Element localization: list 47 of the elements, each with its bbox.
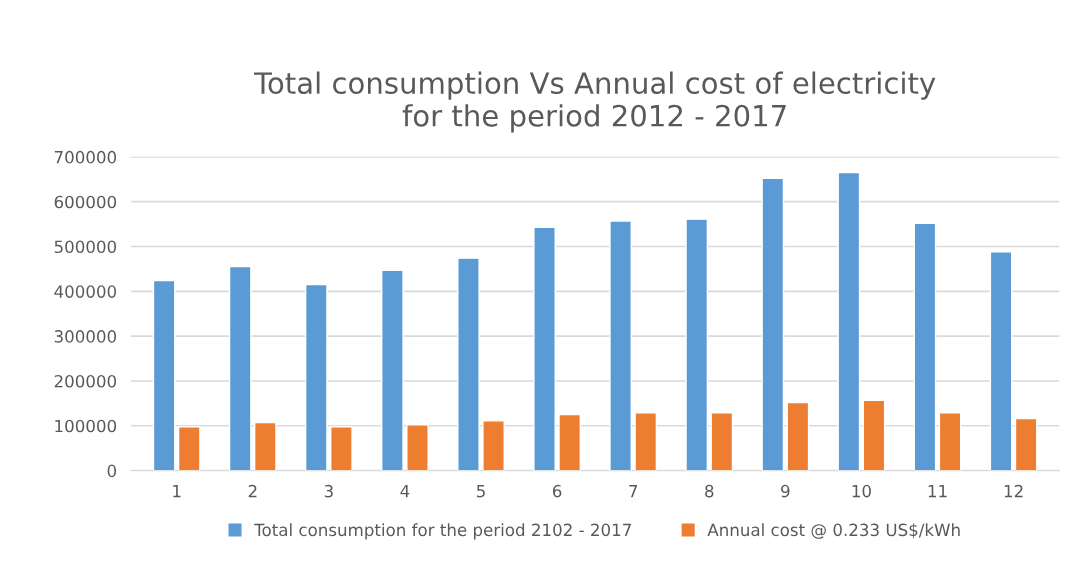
bar [558,413,581,471]
bar [837,171,861,471]
bar [304,283,328,471]
y-tick-label: 0 [107,464,117,478]
x-tick-label: 9 [781,484,790,498]
x-tick-label: 3 [324,484,333,498]
y-tick-label: 700000 [54,150,117,164]
bar [938,412,962,471]
x-tick-label: 12 [1004,484,1023,498]
bar [710,412,734,471]
bar [761,177,785,471]
bar [609,220,632,471]
x-tick-label: 5 [477,485,485,498]
x-tick-label: 4 [400,485,410,498]
bar [913,222,937,471]
x-tick-label: 7 [629,485,638,498]
legend-label: Total consumption for the period 2102 - 2017 [254,523,631,540]
bar [330,425,353,471]
y-tick-label: 300000 [54,330,117,343]
legend-label: Annual cost @ 0.233 US$/kWh [707,523,960,539]
bar [381,269,404,471]
x-tick-label: 11 [928,485,947,498]
x-tick-label: 8 [705,484,714,498]
chart-title: Total consumption Vs Annual cost of electricity for the period 2012 - 2017 [253,71,936,133]
bar [533,226,556,471]
y-tick-label: 500000 [54,240,117,254]
bar [685,218,709,471]
x-tick-label: 2 [248,484,257,498]
bar [786,401,810,471]
y-tick-label: 400000 [54,285,117,298]
bar [152,279,176,471]
y-tick-label: 100000 [55,419,117,433]
bar [457,257,480,471]
bar [482,420,505,471]
x-tick-label: 10 [852,484,871,498]
bar [634,412,658,471]
bar [862,399,886,471]
bar [253,421,277,471]
bar [406,424,429,471]
y-tick-label: 200000 [54,374,117,388]
bar [989,251,1013,471]
bar [177,425,201,471]
bar [1014,417,1038,471]
x-tick-label: 6 [552,484,562,498]
bar [228,265,252,471]
y-tick-label: 600000 [54,195,117,209]
x-tick-label: 1 [173,485,181,498]
